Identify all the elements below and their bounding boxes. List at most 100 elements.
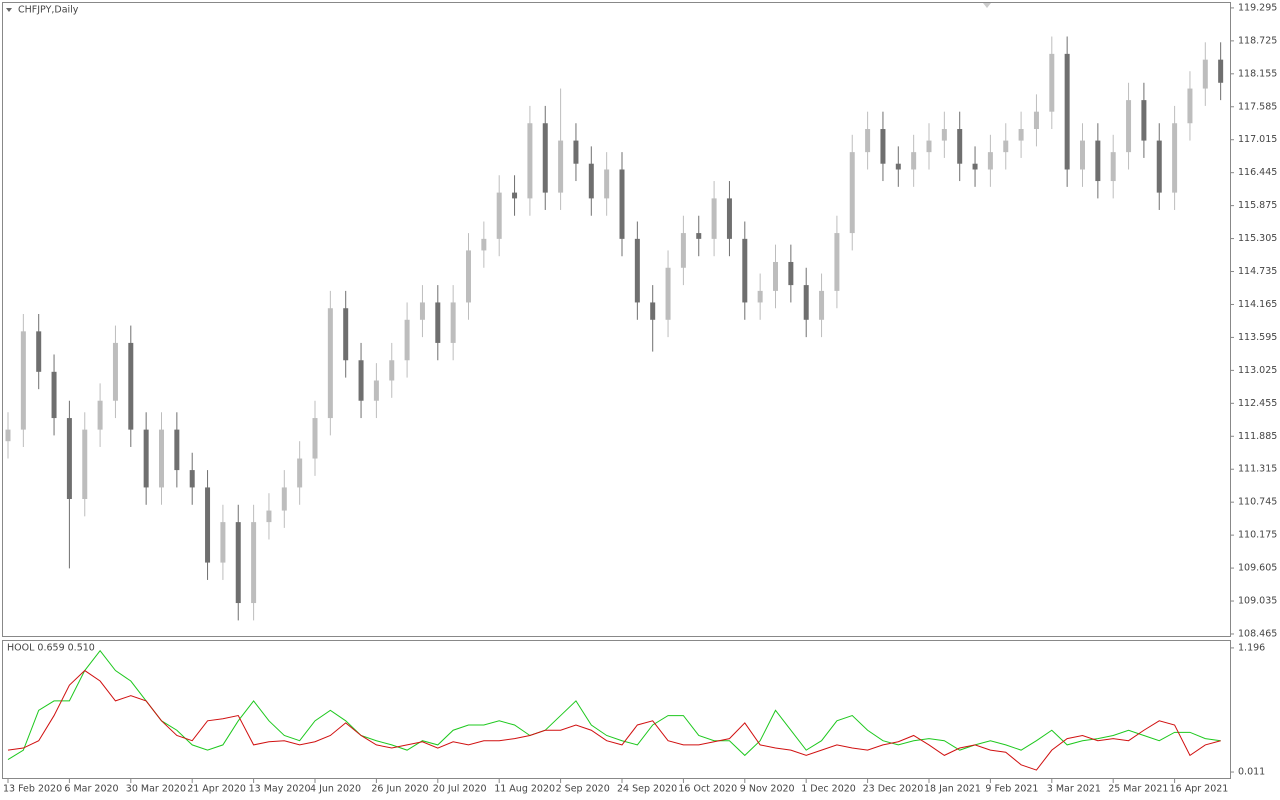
y-tick-label: 113.595	[1238, 332, 1277, 343]
menu-arrow[interactable]	[6, 8, 12, 12]
y-tick-label: 114.165	[1238, 299, 1277, 310]
y-tick-label: 112.455	[1238, 398, 1277, 409]
x-tick-label: 24 Sep 2020	[617, 784, 677, 795]
y-tick-label: 116.445	[1238, 167, 1277, 178]
x-tick-label: 9 Feb 2021	[985, 784, 1038, 795]
candle-body	[1187, 88, 1193, 124]
candle-body	[1033, 111, 1039, 130]
candle-body	[174, 429, 180, 471]
x-tick-label: 2 Sep 2020	[556, 784, 610, 795]
x-tick-label: 6 Mar 2020	[64, 784, 118, 795]
y-tick-label: 109.035	[1238, 596, 1277, 607]
candle-body	[66, 418, 72, 499]
indicator-line	[7, 649, 1221, 760]
candle-body	[634, 238, 640, 303]
chart-title: CHFJPY,Daily	[18, 5, 79, 16]
candle-body	[466, 250, 471, 303]
candle-body	[82, 429, 88, 499]
candle-body	[680, 233, 686, 268]
candle-body	[189, 470, 195, 488]
candle-body	[604, 169, 610, 199]
candle-body	[159, 429, 164, 488]
x-tick-label: 20 Jul 2020	[433, 784, 487, 795]
candle-body	[911, 152, 917, 170]
y-tick-label: 118.725	[1238, 35, 1277, 46]
indicator-panel	[2, 640, 1231, 779]
candle-body	[112, 342, 118, 401]
candle-body	[1172, 123, 1178, 193]
x-tick-label: 11 Aug 2020	[494, 784, 555, 795]
x-tick-label: 25 Mar 2021	[1108, 784, 1168, 795]
candle-body	[726, 198, 732, 239]
candle-body	[496, 192, 502, 239]
y-tick-label: 0.011	[1238, 767, 1265, 778]
indicator-line	[7, 669, 1221, 771]
x-tick-label: 9 Nov 2020	[740, 784, 795, 795]
y-tick-label: 115.305	[1238, 233, 1277, 244]
candle-body	[51, 371, 57, 419]
candle-body	[1018, 129, 1024, 141]
candle-body	[972, 163, 978, 170]
x-tick-label: 21 Apr 2020	[187, 784, 246, 795]
candle-body	[650, 302, 656, 320]
y-tick-label: 109.605	[1238, 563, 1277, 574]
candle-body	[803, 285, 809, 320]
candle-body	[143, 429, 149, 488]
x-tick-label: 23 Dec 2020	[863, 784, 924, 795]
y-tick-label: 114.735	[1238, 266, 1277, 277]
price-panel	[2, 2, 1231, 637]
x-tick-label: 30 Mar 2020	[126, 784, 186, 795]
candle-body	[435, 302, 441, 343]
candle-body	[1095, 140, 1101, 182]
candle-body	[558, 140, 564, 193]
candle-body	[542, 123, 548, 193]
candle-body	[819, 290, 825, 320]
y-tick-label: 115.875	[1238, 200, 1277, 211]
candle-body	[481, 238, 487, 251]
candle-body	[312, 418, 318, 459]
y-tick-label: 117.015	[1238, 134, 1277, 145]
candle-body	[1049, 53, 1055, 112]
candle-body	[926, 140, 932, 153]
candle-body	[1003, 140, 1009, 153]
y-tick-label: 110.175	[1238, 530, 1277, 541]
candle-body	[128, 342, 134, 430]
x-tick-label: 1 Dec 2020	[801, 784, 856, 795]
candle-body	[281, 487, 287, 511]
candle-body	[205, 487, 211, 563]
candle-body	[220, 522, 226, 563]
x-tick-label: 16 Oct 2020	[678, 784, 737, 795]
x-tick-label: 3 Mar 2021	[1047, 784, 1101, 795]
x-tick-label: 18 Jan 2021	[924, 784, 981, 795]
candle-body	[97, 400, 103, 430]
candle-body	[865, 129, 871, 153]
candle-body	[987, 152, 993, 170]
candle-body	[1218, 59, 1224, 83]
y-tick-label: 119.295	[1238, 2, 1277, 13]
candle-body	[327, 308, 333, 419]
candle-body	[389, 360, 395, 381]
candle-body	[1126, 100, 1132, 153]
x-tick-label: 26 Jun 2020	[371, 784, 428, 795]
candle-body	[36, 331, 42, 372]
candle-body	[235, 522, 241, 604]
candle-body	[742, 238, 748, 303]
y-tick-label: 117.585	[1238, 101, 1277, 112]
candle-body	[20, 331, 26, 430]
candle-body	[895, 163, 901, 170]
candle-body	[757, 290, 763, 303]
candle-body	[527, 123, 533, 199]
x-tick-label: 13 May 2020	[249, 784, 311, 795]
candle-body	[1202, 59, 1208, 89]
indicator-title: HOOL 0.659 0.510	[7, 643, 95, 654]
candle-body	[1080, 140, 1085, 170]
candle-body	[573, 140, 579, 164]
candle-body	[1141, 100, 1147, 141]
candle-body	[834, 233, 840, 291]
candle-body	[1156, 140, 1162, 193]
x-tick-label: 4 Jun 2020	[310, 784, 361, 795]
y-tick-label: 110.745	[1238, 497, 1277, 508]
x-tick-label: 16 Apr 2021	[1170, 784, 1229, 795]
candle-body	[1110, 152, 1116, 182]
